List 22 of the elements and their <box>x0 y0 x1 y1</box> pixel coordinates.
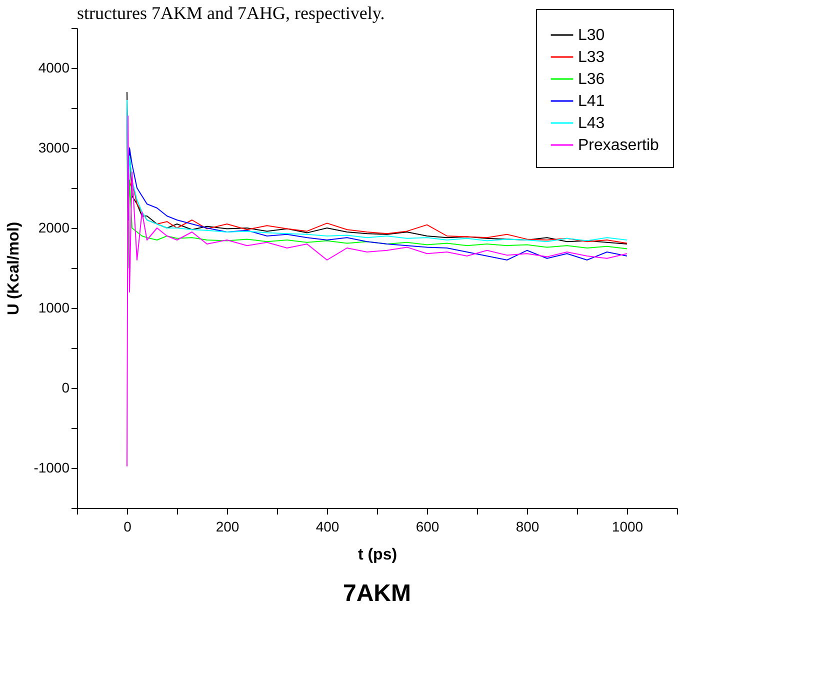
y-tick-label: 1000 <box>38 300 70 316</box>
y-axis-title: U (Kcal/mol) <box>6 222 23 316</box>
legend-label: L33 <box>578 49 605 66</box>
legend-label: L36 <box>578 71 605 88</box>
x-tick-label: 200 <box>216 518 240 534</box>
legend-label: L41 <box>578 93 605 110</box>
y-tick-label: 4000 <box>38 60 70 76</box>
legend-label: L30 <box>578 27 605 44</box>
legend-label: Prexasertib <box>578 137 660 154</box>
x-tick-label: 1000 <box>612 518 644 534</box>
legend-label: L43 <box>578 115 605 132</box>
y-tick-label: 3000 <box>38 140 70 156</box>
y-tick-label: -1000 <box>34 460 70 476</box>
x-tick-label: 600 <box>416 518 440 534</box>
x-tick-label: 800 <box>516 518 540 534</box>
x-tick-label: 0 <box>124 518 132 534</box>
y-tick-label: 2000 <box>38 220 70 236</box>
x-tick-label: 400 <box>316 518 340 534</box>
y-tick-label: 0 <box>62 380 70 396</box>
x-axis-title: t (ps) <box>358 546 398 564</box>
text: structures 7AKM and 7AHG, respectively. <box>77 3 385 23</box>
text: 7AKM <box>342 580 412 607</box>
